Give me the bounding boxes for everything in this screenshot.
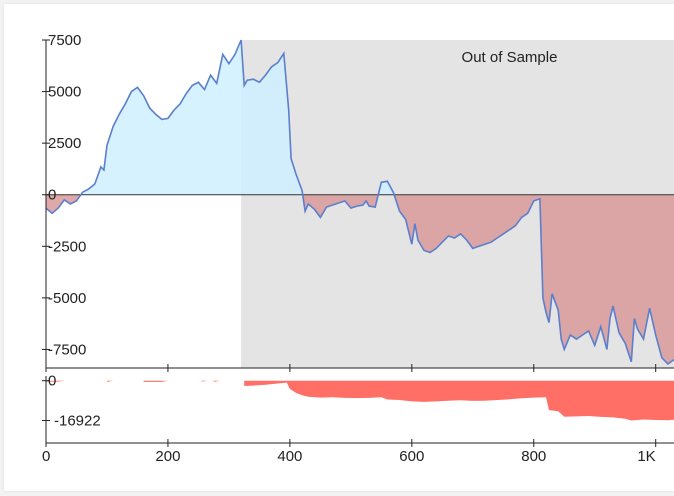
equity-line [45,39,674,365]
x-tick-label: 1K [637,448,655,465]
out-of-sample-label: Out of Sample [462,49,558,66]
y-tick-label: -7500 [48,341,86,358]
x-tick-label: 800 [521,448,546,465]
x-tick-label: 0 [42,448,50,465]
drawdown-plot [46,380,674,421]
y-tick-label: 5000 [48,84,81,101]
y-tick-label: 2500 [48,135,81,152]
equity-plot: Out of Sample [45,39,674,368]
y-tick-label: 7500 [48,32,81,49]
y-tick-label: 0 [48,373,56,390]
chart-axes: 7500 5000 2500 0 -2500 -5000 -7500 0 -16922 0 200 4… [42,32,674,465]
y-tick-label: -5000 [48,290,86,307]
y-tick-label: -2500 [48,238,86,255]
x-tick-label: 600 [399,448,424,465]
equity-negative-area [46,194,674,364]
x-tick-label: 200 [155,448,180,465]
x-tick-label: 400 [277,448,302,465]
equity-chart-svg: Out of Sample 7500 5000 2500 0 -2500 -5000 -75… [42,32,674,465]
equity-positive-area [80,40,395,195]
drawdown-area [46,380,674,421]
y-tick-label: 0 [48,187,56,204]
chart-panel: Out of Sample 7500 5000 2500 0 -2500 -5000 -75… [4,4,674,491]
y-tick-label: -16922 [54,412,101,429]
